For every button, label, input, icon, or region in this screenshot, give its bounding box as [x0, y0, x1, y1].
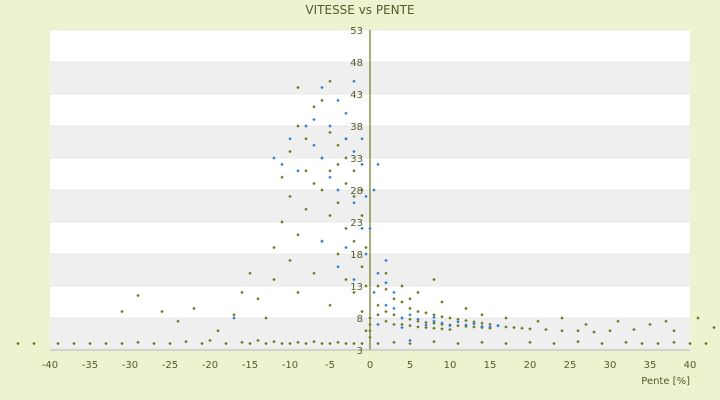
- x-tick-label: 20: [524, 360, 537, 371]
- data-point: [696, 316, 700, 320]
- y-tick-label: 33: [350, 154, 363, 165]
- data-point: [624, 340, 628, 345]
- data-point: [536, 319, 540, 323]
- data-point: [712, 325, 716, 330]
- data-point: [296, 85, 300, 90]
- x-tick-label: 25: [564, 360, 577, 371]
- data-point: [528, 340, 532, 345]
- y-tick-label: 8: [357, 314, 363, 325]
- x-tick-label: -20: [202, 360, 218, 371]
- data-point: [344, 111, 348, 115]
- x-tick-label: -15: [242, 360, 258, 371]
- data-point: [176, 319, 180, 323]
- data-point: [552, 341, 556, 346]
- y-tick-label: 38: [350, 122, 363, 133]
- x-tick-label: 35: [644, 360, 657, 371]
- data-point: [16, 341, 20, 346]
- x-tick-label: -5: [325, 360, 335, 371]
- x-tick-label: 10: [444, 360, 457, 371]
- x-tick-label: 40: [684, 360, 697, 371]
- data-point: [512, 325, 516, 330]
- y-tick-label: 48: [350, 58, 363, 69]
- data-point: [600, 341, 604, 346]
- data-point: [216, 329, 220, 333]
- data-point: [560, 316, 564, 320]
- y-tick-label: 23: [350, 218, 363, 229]
- data-point: [704, 341, 708, 346]
- x-tick-label: 5: [407, 360, 413, 371]
- data-point: [200, 341, 204, 346]
- y-tick-labels: 53 48 43 38 33 28 23 18 13 8 3: [350, 26, 363, 357]
- data-point: [664, 319, 668, 323]
- data-point: [136, 293, 140, 298]
- data-point: [168, 341, 172, 346]
- data-point: [528, 327, 532, 331]
- data-point: [328, 79, 332, 83]
- x-tick-labels: -40 -35 -30 -25 -20 -15 -10 -5 0 5 10 15 20 25 30 35 40: [42, 360, 697, 371]
- data-point: [320, 85, 324, 90]
- data-point: [208, 338, 212, 343]
- data-point: [248, 341, 252, 346]
- data-point: [224, 341, 228, 346]
- data-point: [328, 124, 332, 128]
- x-tick-label: -35: [82, 360, 98, 371]
- y-tick-label: 28: [350, 186, 363, 197]
- data-point: [616, 319, 620, 323]
- x-tick-label: 30: [604, 360, 617, 371]
- data-points: [16, 79, 716, 346]
- data-point: [312, 117, 316, 122]
- y-tick-label: 18: [350, 250, 363, 261]
- y-tick-label: 13: [350, 282, 363, 293]
- data-point: [160, 309, 164, 314]
- x-tick-label: -25: [162, 360, 178, 371]
- data-point: [232, 316, 236, 320]
- y-tick-label: 3: [357, 346, 363, 357]
- chart-title: VITESSE vs PENTE: [305, 3, 414, 17]
- x-tick-label: -10: [282, 360, 298, 371]
- data-point: [640, 341, 644, 346]
- data-point: [656, 341, 660, 346]
- data-point: [672, 340, 676, 345]
- data-point: [296, 124, 300, 128]
- data-point: [248, 271, 252, 275]
- x-tick-label: -40: [42, 360, 58, 371]
- data-point: [184, 339, 188, 344]
- x-axis-label: Pente [%]: [641, 376, 690, 387]
- data-point: [32, 341, 36, 346]
- data-point: [240, 290, 244, 295]
- data-point: [232, 313, 236, 317]
- x-tick-label: 0: [367, 360, 373, 371]
- data-point: [240, 340, 244, 345]
- y-tick-label: 43: [350, 90, 363, 101]
- data-point: [56, 341, 60, 346]
- x-tick-label: 15: [484, 360, 497, 371]
- x-tick-label: -30: [122, 360, 138, 371]
- data-point: [352, 79, 356, 83]
- data-point: [192, 306, 196, 311]
- data-point: [152, 341, 156, 346]
- data-point: [688, 341, 692, 346]
- data-point: [136, 340, 140, 345]
- data-point: [304, 124, 308, 128]
- y-tick-label: 53: [350, 26, 363, 37]
